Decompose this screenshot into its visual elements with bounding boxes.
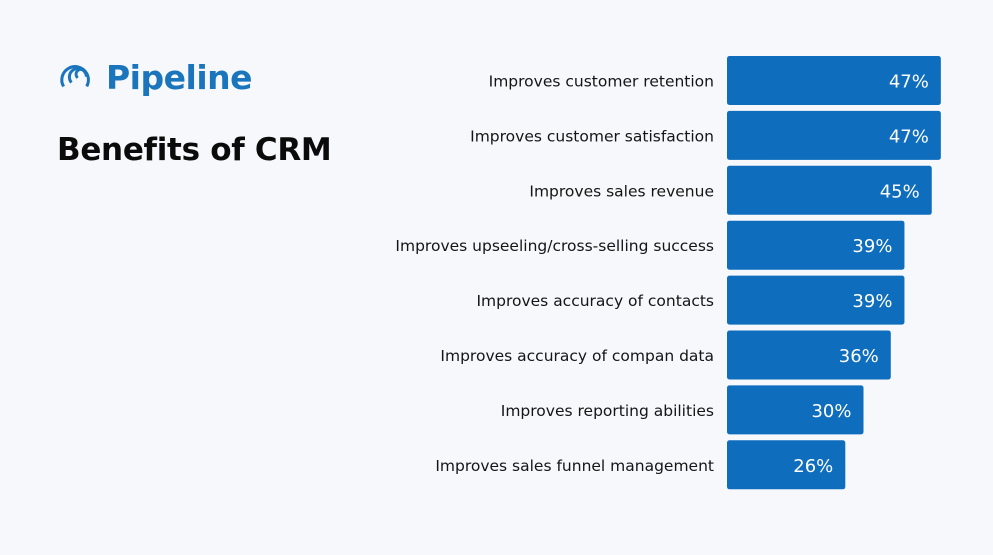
category-label: Improves sales funnel management <box>435 457 714 475</box>
bar-5 <box>727 275 905 325</box>
bar-2 <box>727 110 941 160</box>
data-label: 26% <box>793 456 833 477</box>
data-label: 39% <box>852 236 892 257</box>
page-title: Benefits of CRM <box>57 132 332 168</box>
data-label: 47% <box>889 126 929 147</box>
category-label: Improves customer retention <box>489 73 714 91</box>
pipeline-logo-icon <box>60 65 90 95</box>
bar-4 <box>727 220 905 270</box>
category-label: Improves customer satisfaction <box>470 127 714 145</box>
bar-3 <box>727 165 932 215</box>
bar-7 <box>727 385 864 435</box>
data-label: 45% <box>880 181 920 202</box>
category-label: Improves accuracy of contacts <box>476 292 714 310</box>
data-label: 47% <box>889 72 929 93</box>
bar-6 <box>727 330 891 380</box>
category-label: Improves sales revenue <box>529 182 714 200</box>
chart-rows: Improves customer retention 47% Improves c… <box>395 56 941 490</box>
data-label: 39% <box>852 291 892 312</box>
brand-name: Pipeline <box>106 58 253 97</box>
category-label: Improves upseeling/cross-selling success <box>395 237 714 255</box>
bar-1 <box>727 56 941 105</box>
brand-logo: Pipeline <box>58 58 253 98</box>
bar-8 <box>727 440 846 490</box>
data-label: 36% <box>839 346 879 367</box>
category-label: Improves accuracy of compan data <box>440 347 714 365</box>
data-label: 30% <box>811 401 851 422</box>
category-label: Improves reporting abilities <box>501 402 714 420</box>
